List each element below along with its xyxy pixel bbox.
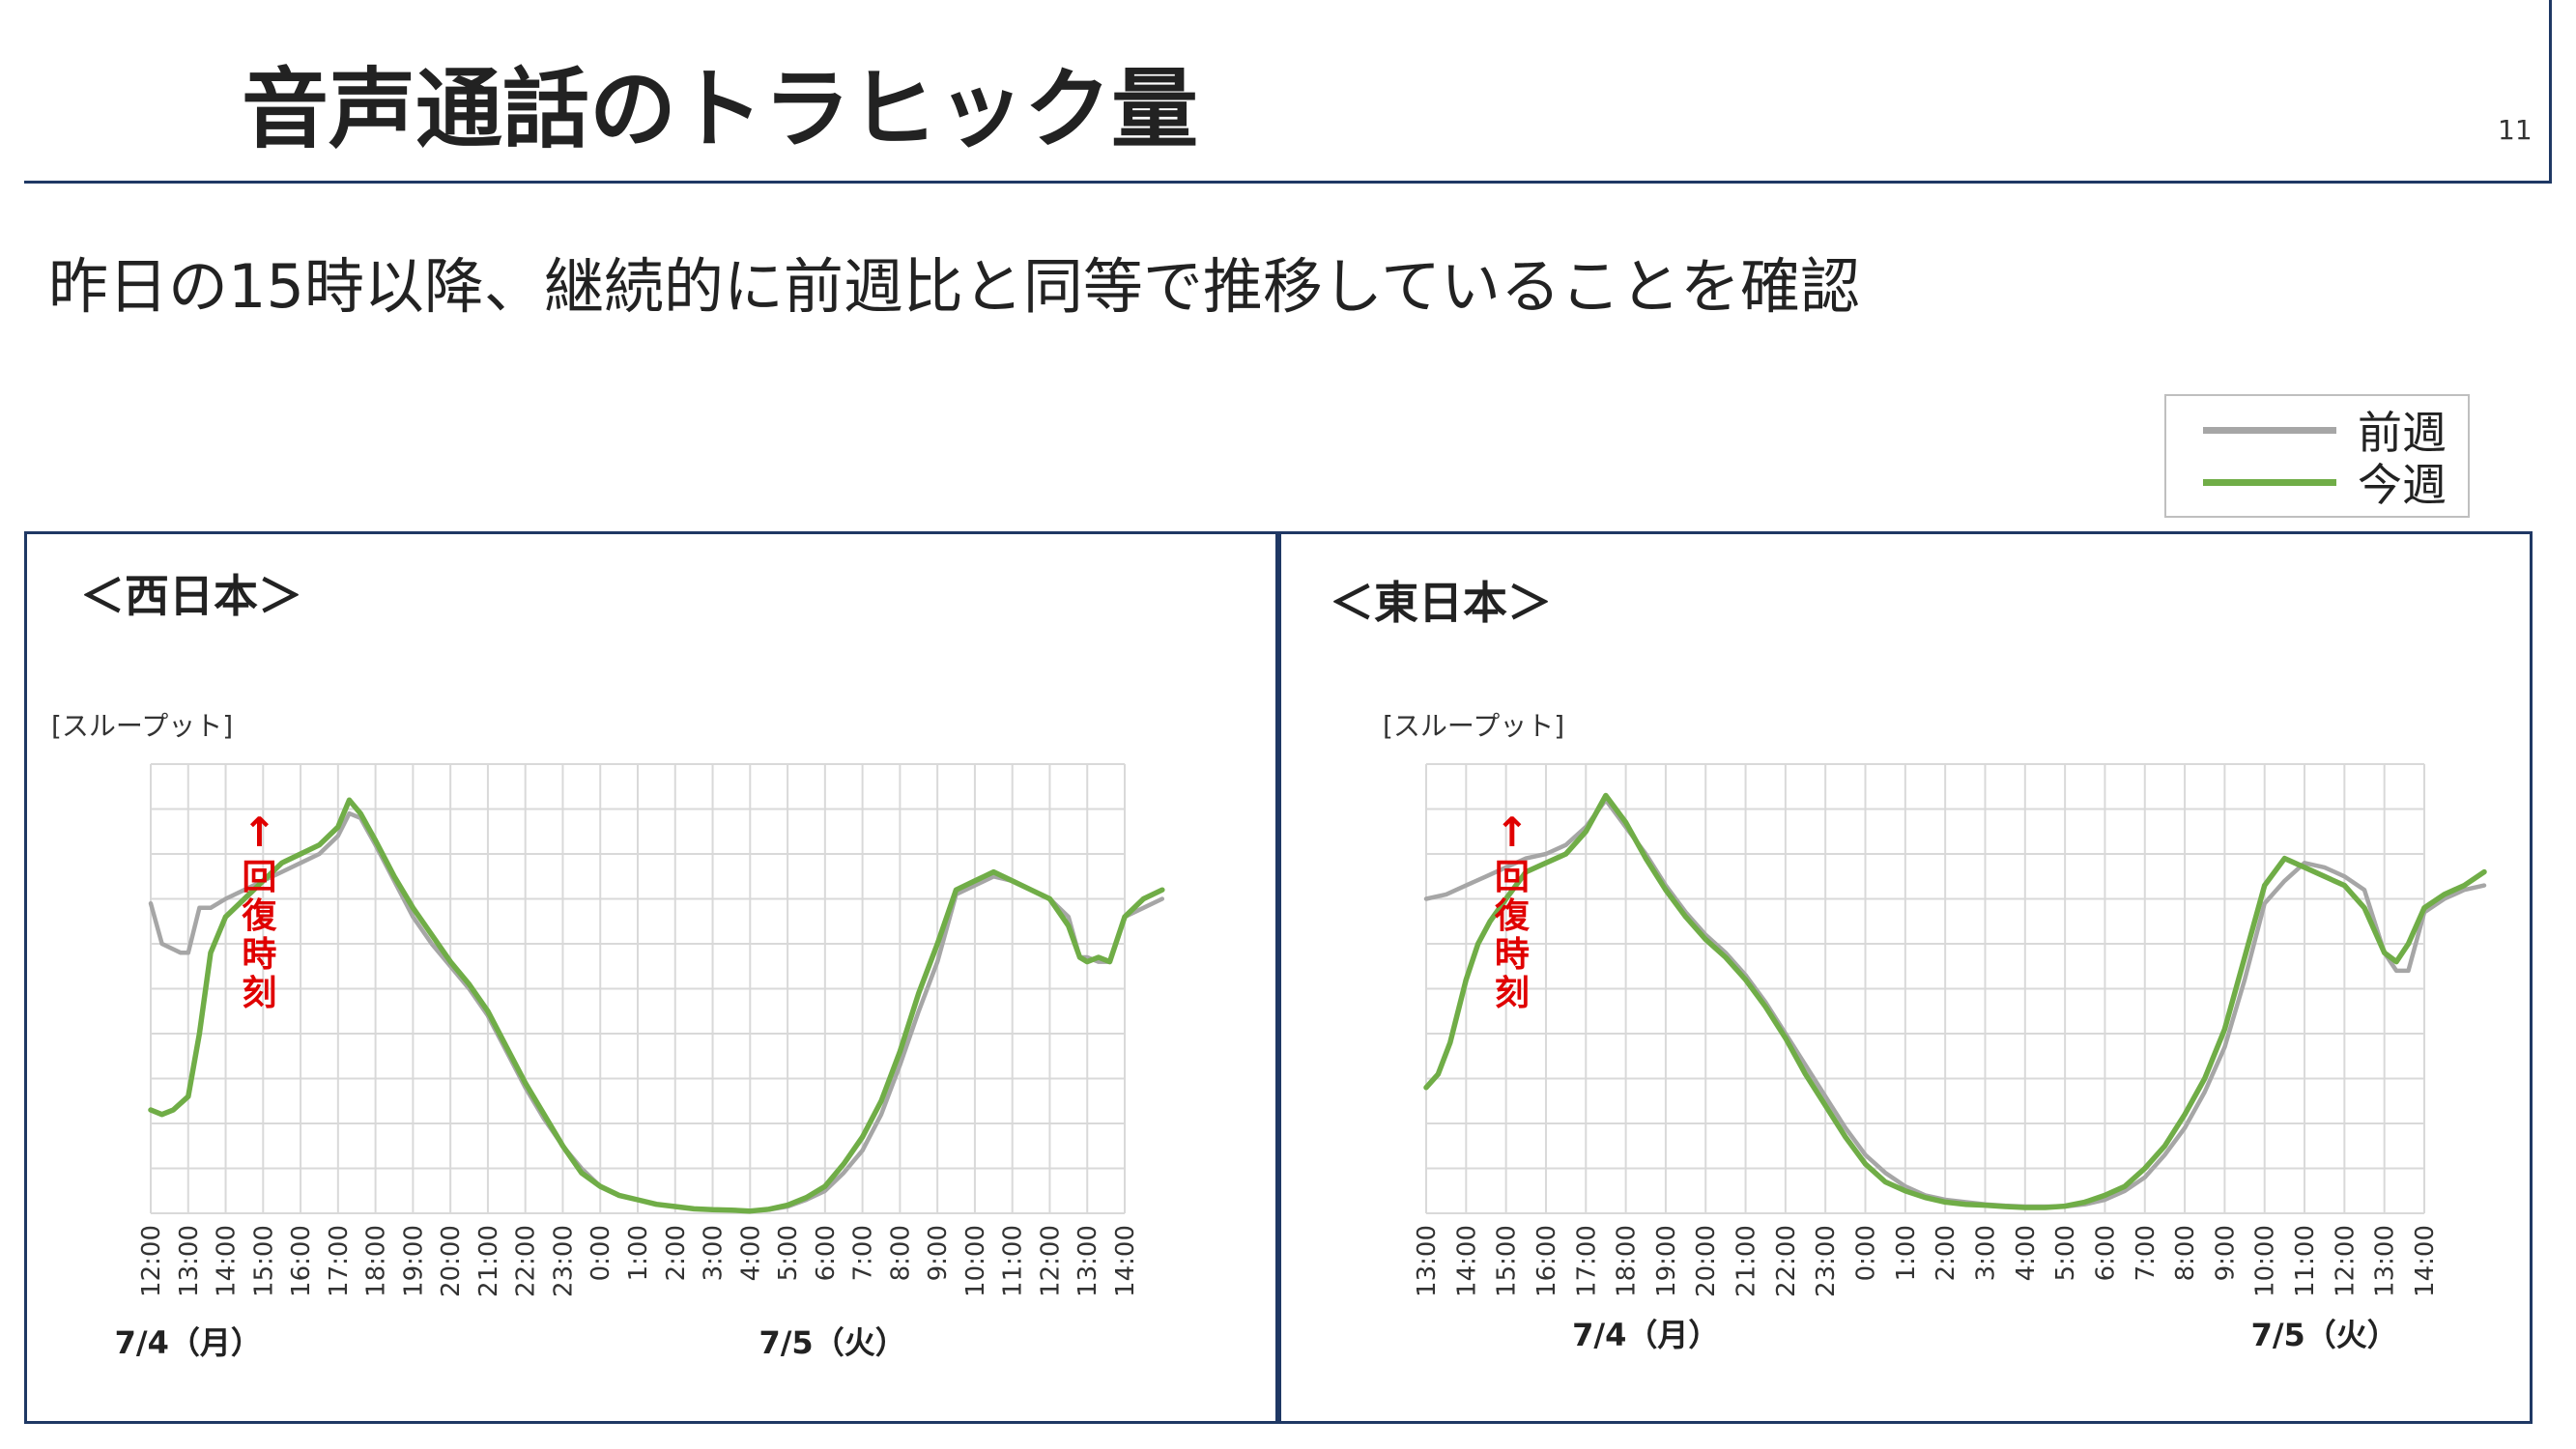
x-tick-label: 12:00 (2331, 1225, 2360, 1297)
x-tick-label: 16:00 (1532, 1225, 1561, 1297)
x-tick-label: 21:00 (1732, 1225, 1761, 1297)
slide-title: 音声通話のトラヒック量 (242, 59, 1198, 160)
x-tick-label: 20:00 (437, 1225, 466, 1297)
x-tick-label: 13:00 (175, 1225, 204, 1297)
x-tick-label: 0:00 (1852, 1225, 1881, 1281)
x-tick-label: 17:00 (325, 1225, 354, 1297)
series-line-last-week (1423, 797, 2487, 1209)
x-tick-label: 13:00 (1413, 1225, 1442, 1297)
chart-panel-east: ＜東日本＞ [スループット] 13:00 14:00 15:00 16:00 17:00 18… (1278, 531, 2533, 1424)
chart-west: ＜西日本＞[スループット]12:00 13:00 14:00 15:00 16:00 17… (51, 570, 1165, 1361)
annotation-arrow: ↑ (1495, 809, 1529, 856)
x-tick-label: 19:00 (399, 1225, 428, 1297)
x-tick-label: 1:00 (624, 1225, 653, 1281)
x-tick-label: 9:00 (924, 1225, 953, 1281)
x-tick-label: 14:00 (2411, 1225, 2440, 1297)
series-line-this-week (1423, 792, 2487, 1210)
recovery-annotation: ↑回復時刻 (241, 809, 277, 1013)
x-tick-label: 20:00 (1692, 1225, 1721, 1297)
legend-swatch-this-week (2203, 478, 2336, 486)
x-tick-label: 14:00 (213, 1225, 242, 1297)
annotation-label: 回復時刻 (241, 858, 277, 1013)
x-tick-label: 23:00 (1812, 1225, 1841, 1297)
x-tick-label: 10:00 (961, 1225, 990, 1297)
x-tick-label: 18:00 (362, 1225, 391, 1297)
x-tick-label: 12:00 (1036, 1225, 1065, 1297)
x-tick-label: 5:00 (2051, 1225, 2080, 1281)
date-label: 7/4（月） (115, 1324, 262, 1361)
x-tick-label: 14:00 (1452, 1225, 1481, 1297)
x-tick-label: 13:00 (2371, 1225, 2400, 1297)
x-tick-label: 6:00 (812, 1225, 841, 1281)
x-tick-label: 6:00 (2091, 1225, 2120, 1281)
x-tick-label: 8:00 (2171, 1225, 2200, 1281)
recovery-annotation: ↑回復時刻 (1494, 809, 1531, 1013)
x-tick-label: 7:00 (849, 1225, 878, 1281)
legend: 前週 今週 (2164, 394, 2470, 518)
chart-panel-west: ＜西日本＞ [スループット] 12:00 13:00 14:00 15:00 16:00 17… (24, 531, 1278, 1424)
panel-title: ＜東日本＞ (1330, 577, 1552, 629)
annotation-arrow: ↑ (243, 809, 276, 856)
legend-item-last-week: 前週 (2203, 406, 2447, 459)
legend-label-this-week: 今週 (2358, 459, 2447, 511)
x-tick-label: 14:00 (1111, 1225, 1140, 1297)
legend-label-last-week: 前週 (2358, 407, 2447, 459)
y-axis-label: [スループット] (51, 710, 233, 742)
x-tick-label: 15:00 (249, 1225, 278, 1297)
x-tick-label: 11:00 (999, 1225, 1028, 1297)
x-tick-label: 22:00 (512, 1225, 541, 1297)
x-tick-label: 16:00 (287, 1225, 316, 1297)
x-tick-label: 13:00 (1073, 1225, 1102, 1297)
x-tick-label: 18:00 (1613, 1225, 1642, 1297)
panel-title: ＜西日本＞ (80, 570, 302, 622)
x-tick-label: 22:00 (1772, 1225, 1801, 1297)
x-tick-label: 2:00 (662, 1225, 691, 1281)
x-tick-label: 10:00 (2251, 1225, 2280, 1297)
x-tick-label: 3:00 (1971, 1225, 2000, 1281)
page-number: 11 (2498, 114, 2533, 146)
chart-east: ＜東日本＞ [スループット] 13:00 14:00 15:00 16:00 17:00 18… (1330, 577, 2487, 1353)
slide-subtitle: 昨日の15時以降、継続的に前週比と同等で推移していることを確認 (48, 251, 1861, 322)
x-tick-label: 9:00 (2211, 1225, 2240, 1281)
x-tick-label: 19:00 (1652, 1225, 1681, 1297)
header-divider (24, 181, 2552, 184)
date-label: 7/4（月） (1572, 1317, 1719, 1353)
legend-swatch-last-week (2203, 426, 2336, 434)
x-tick-label: 12:00 (137, 1225, 166, 1297)
date-label: 7/5（火） (758, 1324, 905, 1361)
x-tick-label: 5:00 (774, 1225, 803, 1281)
x-tick-label: 0:00 (587, 1225, 615, 1281)
series-line-this-week (148, 797, 1165, 1214)
legend-item-this-week: 今週 (2203, 458, 2447, 511)
annotation-label: 回復時刻 (1494, 858, 1531, 1013)
x-tick-label: 4:00 (2012, 1225, 2041, 1281)
date-label: 7/5（火） (2251, 1317, 2398, 1353)
x-tick-label: 15:00 (1493, 1225, 1522, 1297)
x-tick-label: 7:00 (2132, 1225, 2161, 1281)
grid (1425, 763, 2425, 1214)
x-tick-label: 1:00 (1892, 1225, 1921, 1281)
x-tick-label: 11:00 (2291, 1225, 2320, 1297)
x-tick-label: 21:00 (474, 1225, 503, 1297)
grid (150, 763, 1126, 1214)
x-tick-label: 23:00 (549, 1225, 578, 1297)
series-line-last-week (148, 810, 1165, 1213)
x-tick-label: 2:00 (1932, 1225, 1961, 1281)
header-side-divider (2549, 0, 2552, 182)
x-tick-label: 4:00 (736, 1225, 765, 1281)
x-tick-label: 8:00 (886, 1225, 915, 1281)
x-tick-label: 17:00 (1572, 1225, 1601, 1297)
y-axis-label: [スループット] (1383, 710, 1564, 742)
x-tick-label: 3:00 (700, 1225, 729, 1281)
